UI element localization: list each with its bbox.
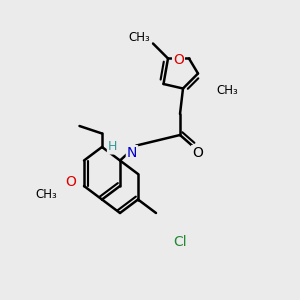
Text: O: O	[192, 146, 203, 160]
Text: H: H	[108, 140, 117, 154]
Text: Cl: Cl	[173, 235, 187, 248]
Text: N: N	[127, 146, 137, 160]
Text: CH₃: CH₃	[36, 188, 57, 202]
Text: CH₃: CH₃	[216, 83, 238, 97]
Text: O: O	[65, 175, 76, 188]
Text: CH₃: CH₃	[129, 31, 150, 44]
Text: O: O	[173, 53, 184, 67]
